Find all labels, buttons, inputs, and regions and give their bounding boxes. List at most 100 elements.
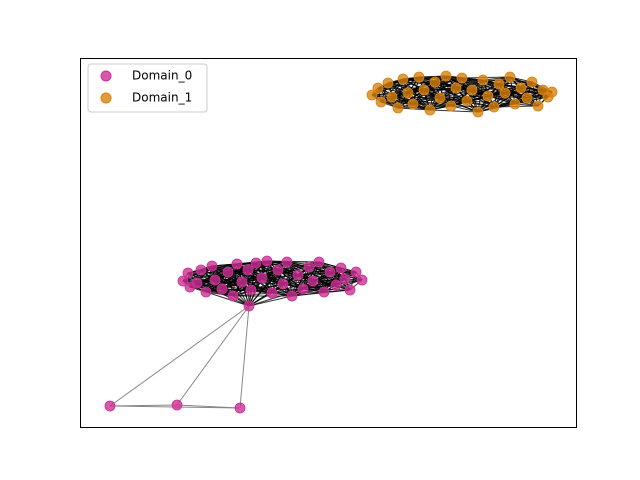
node — [171, 399, 183, 411]
node — [407, 98, 419, 110]
node — [472, 106, 484, 118]
node — [493, 78, 505, 90]
node — [104, 400, 116, 412]
cluster-edge — [418, 76, 452, 107]
cluster-edge — [429, 109, 479, 113]
node — [303, 261, 315, 273]
node — [250, 257, 262, 269]
edge — [109, 305, 250, 407]
node — [195, 264, 207, 276]
node — [434, 92, 446, 104]
node — [488, 101, 500, 113]
node — [344, 284, 356, 296]
node — [277, 278, 289, 290]
node — [245, 284, 257, 296]
node — [227, 290, 239, 302]
node — [292, 269, 304, 281]
node — [243, 300, 255, 312]
cluster-edge — [248, 260, 268, 307]
node — [231, 258, 243, 270]
node — [209, 274, 221, 286]
cluster-edge — [227, 271, 250, 307]
cluster-edge — [455, 87, 495, 108]
node — [281, 256, 293, 268]
node — [297, 283, 309, 295]
legend: Domain_0 Domain_1 — [87, 63, 208, 113]
node — [182, 267, 194, 279]
edge — [239, 305, 250, 409]
cluster-edge — [286, 261, 293, 297]
node — [350, 266, 362, 278]
node — [177, 275, 189, 287]
cluster-edge — [255, 262, 293, 297]
node — [272, 264, 284, 276]
node — [375, 96, 387, 108]
node — [509, 98, 521, 110]
node — [330, 279, 342, 291]
cluster-edge — [205, 291, 250, 307]
node — [477, 74, 489, 86]
node — [286, 290, 298, 302]
node — [504, 71, 516, 83]
node — [324, 266, 336, 278]
cluster-edge — [271, 261, 288, 294]
node — [424, 104, 436, 116]
node — [256, 272, 268, 284]
node — [313, 256, 325, 268]
node — [532, 100, 544, 112]
legend-marker — [100, 70, 112, 82]
node — [418, 84, 430, 96]
node — [397, 73, 409, 85]
node — [456, 72, 468, 84]
node — [335, 262, 347, 274]
node — [382, 77, 394, 89]
plot-frame — [80, 58, 577, 428]
node — [386, 91, 398, 103]
node — [266, 287, 278, 299]
node — [413, 71, 425, 83]
node — [222, 266, 234, 278]
node — [546, 86, 558, 98]
node — [236, 276, 248, 288]
node — [234, 402, 246, 414]
legend-box — [87, 63, 208, 113]
cluster-edge — [439, 97, 479, 113]
legend-label: Domain_1 — [132, 91, 192, 105]
node — [318, 286, 330, 298]
node — [261, 255, 273, 267]
node — [242, 264, 254, 276]
nodes — [104, 70, 558, 414]
node — [526, 76, 538, 88]
node — [445, 100, 457, 112]
edges — [109, 75, 553, 409]
cluster-edge — [504, 92, 539, 107]
node — [366, 89, 378, 101]
node — [191, 277, 203, 289]
node — [429, 76, 441, 88]
node — [339, 273, 351, 285]
node — [521, 92, 533, 104]
edge — [176, 305, 250, 406]
node — [372, 82, 384, 94]
legend-label: Domain_0 — [132, 69, 192, 83]
node — [356, 274, 368, 286]
node — [482, 90, 494, 102]
cluster-edge — [323, 279, 363, 293]
cluster-edge — [248, 262, 257, 307]
node — [200, 286, 212, 298]
node — [307, 275, 319, 287]
node — [450, 82, 462, 94]
cluster-edge — [248, 295, 293, 307]
legend-marker — [100, 92, 112, 104]
node — [515, 82, 527, 94]
cluster-edge — [397, 105, 452, 109]
node — [461, 95, 473, 107]
node — [216, 283, 228, 295]
node — [499, 87, 511, 99]
node — [206, 260, 218, 272]
node — [402, 87, 414, 99]
node — [392, 102, 404, 114]
node — [440, 70, 452, 82]
